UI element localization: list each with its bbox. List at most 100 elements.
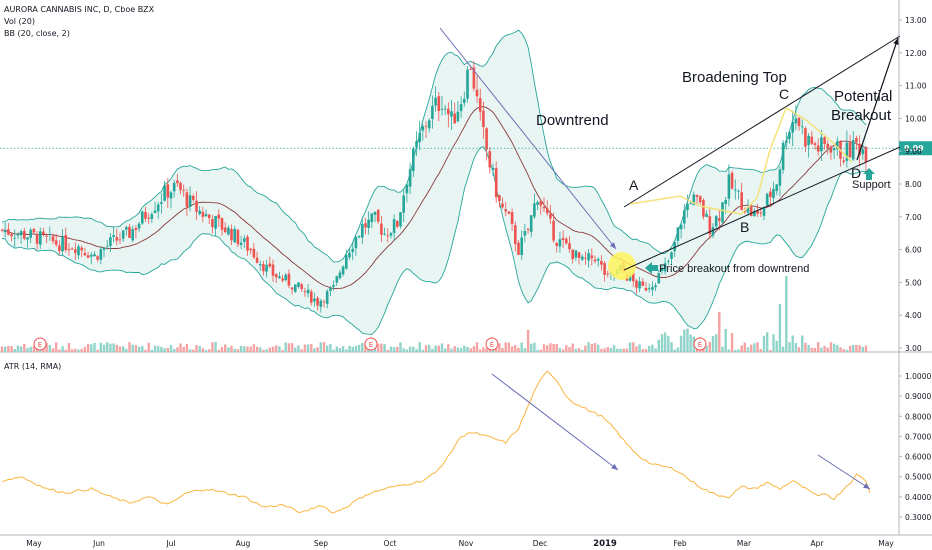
candle-body: [654, 285, 657, 288]
candle-body: [832, 148, 836, 151]
volume-bar: [153, 345, 157, 352]
candle-body: [54, 240, 58, 245]
volume-bar: [450, 348, 453, 352]
candle-body: [45, 235, 48, 237]
volume-bar: [839, 347, 842, 352]
volume-bar: [310, 343, 313, 352]
time-tick-label: May: [26, 539, 42, 548]
volume-bar: [791, 335, 794, 352]
volume-bar: [10, 346, 13, 352]
candle-body: [756, 210, 759, 214]
candle-body: [230, 228, 233, 241]
volume-bar: [820, 347, 823, 352]
candle-body: [501, 203, 504, 208]
volume-bar: [134, 345, 138, 352]
volume-bar: [766, 332, 769, 352]
candle-body: [233, 228, 236, 243]
volume-bar: [574, 348, 578, 352]
volume-bar: [42, 348, 45, 352]
volume-bar: [217, 349, 220, 352]
volume-bar: [383, 344, 386, 352]
candle-body: [463, 98, 466, 103]
volume-bar: [746, 347, 750, 352]
candle-body: [797, 117, 801, 127]
candle-body: [179, 182, 182, 191]
candle-body: [523, 231, 527, 236]
candle-body: [558, 239, 562, 247]
volume-bar: [472, 346, 476, 352]
volume-bar: [125, 348, 128, 352]
time-tick-label: Apr: [811, 539, 825, 548]
candle-body: [593, 259, 597, 262]
volume-bar: [797, 347, 801, 352]
candle-body: [507, 211, 511, 214]
candle-body: [169, 192, 173, 199]
volume-bar: [214, 342, 217, 352]
volume-legend[interactable]: Vol (20): [4, 17, 35, 26]
breakout-highlight: [608, 252, 636, 280]
volume-bar: [188, 349, 192, 352]
volume-bar: [265, 349, 268, 352]
volume-bar: [176, 347, 179, 352]
atr-pane: [1, 370, 871, 514]
candle-body: [596, 258, 600, 261]
candle-body: [424, 125, 428, 127]
candle-body: [478, 98, 482, 112]
atr-tick-label: 0.6000: [905, 453, 931, 462]
volume-bar: [539, 349, 542, 352]
volume-bar: [281, 350, 284, 352]
candle-body: [137, 223, 141, 229]
candle-body: [163, 185, 166, 201]
candle-body: [380, 223, 383, 235]
volume-bar: [762, 335, 766, 352]
volume-bar: [278, 346, 281, 352]
volume-bar: [354, 345, 358, 352]
symbol-legend[interactable]: AURORA CANNABIS INC, D, Cboe BZX: [4, 5, 155, 14]
candle-body: [494, 168, 498, 198]
candle-body: [561, 238, 565, 240]
time-tick-label: Oct: [384, 539, 397, 548]
candle-body: [800, 126, 804, 128]
candle-body: [692, 194, 696, 205]
candle-body: [437, 96, 441, 111]
candle-body: [294, 284, 297, 292]
candle-body: [287, 273, 291, 286]
candle-body: [217, 214, 221, 219]
volume-bar: [628, 342, 632, 352]
candle-body: [657, 273, 661, 284]
volume-bar: [546, 345, 549, 352]
candle-body: [545, 208, 549, 214]
candle-body: [813, 143, 817, 145]
volume-bar: [341, 346, 345, 352]
volume-bar: [275, 345, 278, 352]
candle-body: [698, 196, 702, 203]
volume-bar: [351, 346, 354, 352]
volume-bar: [192, 349, 195, 352]
candle-body: [252, 248, 256, 258]
volume-bar: [775, 340, 778, 352]
volume-bar: [262, 349, 265, 352]
candle-body: [39, 231, 42, 245]
candle-body: [845, 142, 849, 161]
volume-bar: [348, 345, 351, 352]
volume-bar: [361, 343, 364, 352]
broadening-top-label: Broadening Top: [682, 69, 787, 86]
price-tick-label: 9.00: [905, 147, 922, 156]
candle-body: [447, 108, 450, 115]
volume-bar: [233, 348, 236, 352]
volume-bar: [750, 344, 753, 352]
candle-body: [667, 261, 670, 262]
volume-bar: [807, 344, 810, 352]
atr-legend[interactable]: ATR (14, RMA): [4, 362, 62, 371]
candle-body: [86, 255, 90, 258]
candle-body: [99, 249, 103, 260]
volume-bar: [686, 328, 689, 352]
candle-body: [791, 121, 794, 133]
candle-body: [246, 236, 249, 251]
candle-body: [322, 301, 326, 303]
candle-body: [10, 233, 13, 237]
volume-bar: [208, 349, 211, 352]
volume-bar: [173, 348, 176, 352]
bb-legend[interactable]: BB (20, close, 2): [4, 29, 70, 38]
